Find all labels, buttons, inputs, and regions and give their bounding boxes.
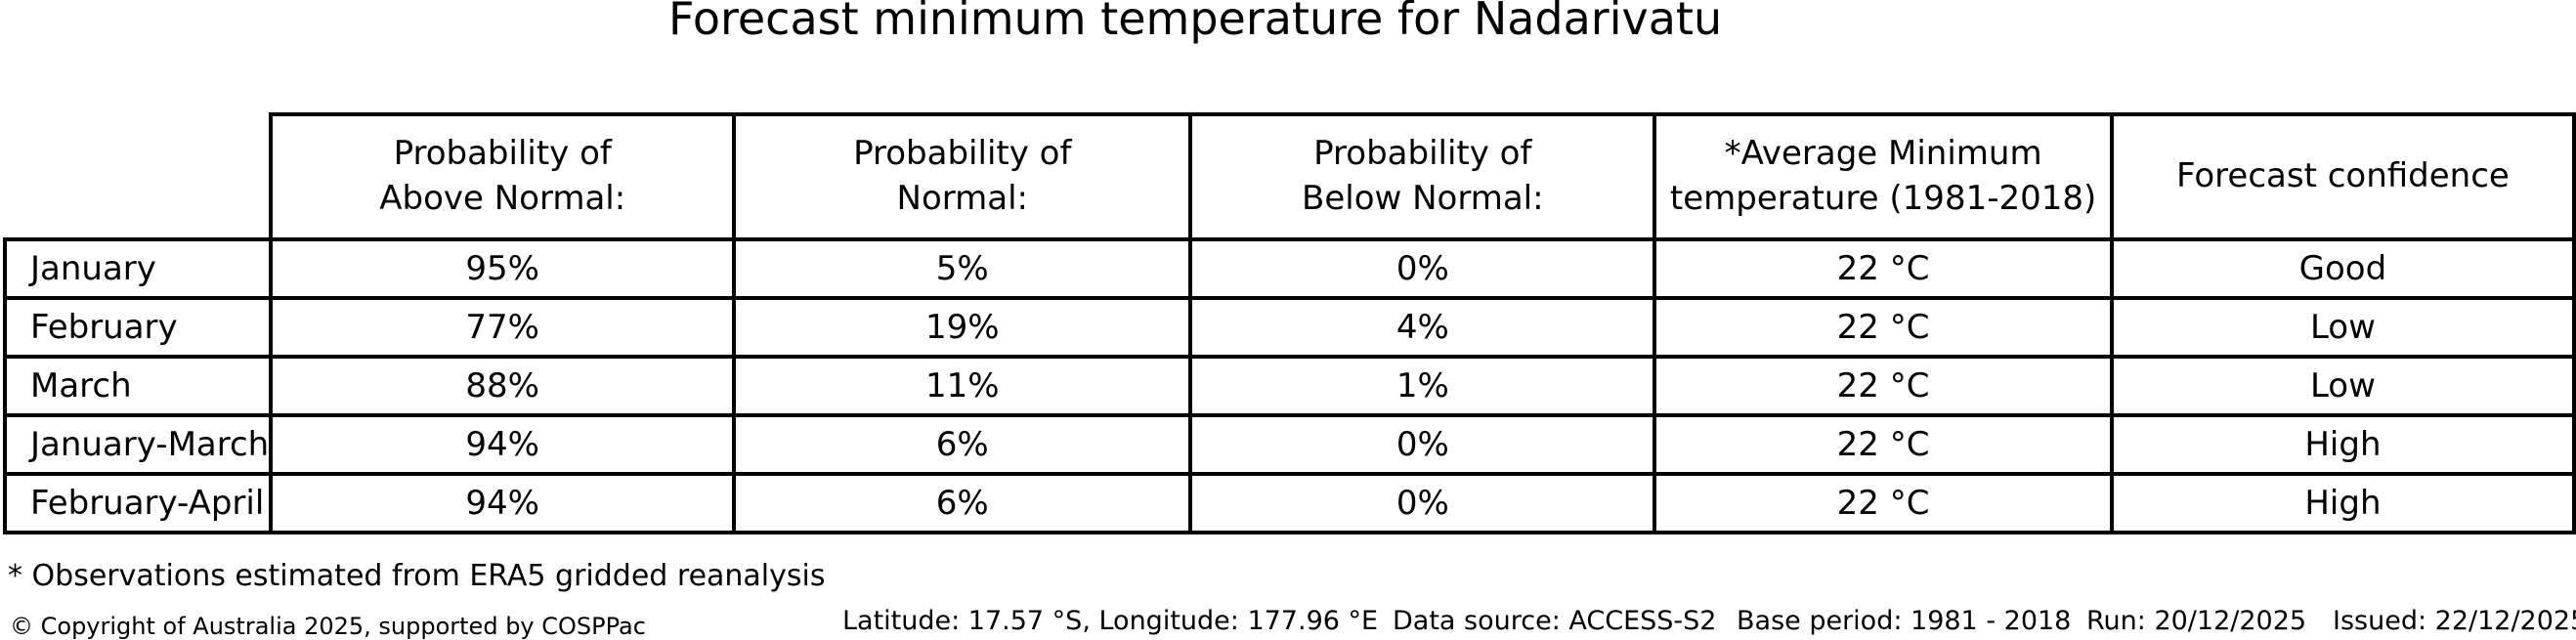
cell-confidence: High (2109, 413, 2576, 476)
table-row-january-march: January-March 94% 6% 0% 22 °C High (2, 413, 2576, 476)
cell-confidence: Low (2109, 355, 2576, 417)
cell-average-temperature: 22 °C (1653, 296, 2114, 359)
cell-confidence: Good (2109, 237, 2576, 300)
table-row-february-april: February-April 94% 6% 0% 22 °C High (2, 472, 2576, 534)
cell-above-normal: 77% (269, 296, 737, 359)
cell-average-temperature: 22 °C (1653, 237, 2114, 300)
row-label: January (2, 237, 274, 300)
header-blank-cell (5, 114, 271, 239)
forecast-table: Probability of Above Normal: Probability… (2, 112, 2576, 534)
cell-below-normal: 4% (1188, 296, 1657, 359)
cell-confidence: High (2109, 472, 2576, 534)
header-above-normal: Probability of Above Normal: (269, 112, 737, 241)
header-row: Probability of Above Normal: Probability… (5, 112, 2576, 241)
cell-below-normal: 0% (1188, 472, 1657, 534)
run-date-text: Run: 20/12/2025 (2086, 606, 2307, 636)
location-text: Latitude: 17.57 °S, Longitude: 177.96 °E (842, 606, 1379, 636)
cell-normal: 6% (732, 472, 1193, 534)
footnote: * Observations estimated from ERA5 gridd… (8, 559, 826, 593)
cell-below-normal: 0% (1188, 413, 1657, 476)
cell-above-normal: 95% (269, 237, 737, 300)
cell-above-normal: 94% (269, 472, 737, 534)
table-row-january: January 95% 5% 0% 22 °C Good (2, 237, 2576, 300)
cell-normal: 11% (732, 355, 1193, 417)
cell-below-normal: 0% (1188, 237, 1657, 300)
cell-normal: 5% (732, 237, 1193, 300)
header-below-normal: Probability of Below Normal: (1188, 112, 1657, 241)
issued-date-text: Issued: 22/12/2025 (2333, 606, 2576, 636)
cell-average-temperature: 22 °C (1653, 413, 2114, 476)
header-normal: Probability of Normal: (732, 112, 1193, 241)
cell-normal: 19% (732, 296, 1193, 359)
cell-average-temperature: 22 °C (1653, 355, 2114, 417)
cell-normal: 6% (732, 413, 1193, 476)
cell-confidence: Low (2109, 296, 2576, 359)
cell-average-temperature: 22 °C (1653, 472, 2114, 534)
cell-above-normal: 88% (269, 355, 737, 417)
header-forecast-confidence: Forecast confidence (2109, 112, 2576, 241)
table-row-march: March 88% 11% 1% 22 °C Low (2, 355, 2576, 417)
cell-below-normal: 1% (1188, 355, 1657, 417)
row-label: March (2, 355, 274, 417)
row-label: January-March (2, 413, 274, 476)
page-title: Forecast minimum temperature for Nadariv… (668, 0, 1723, 45)
data-source-text: Data source: ACCESS-S2 (1393, 606, 1717, 636)
base-period-text: Base period: 1981 - 2018 (1737, 606, 2072, 636)
row-label: February-April (2, 472, 274, 534)
copyright-text: © Copyright of Australia 2025, supported… (10, 613, 646, 640)
table-row-february: February 77% 19% 4% 22 °C Low (2, 296, 2576, 359)
cell-above-normal: 94% (269, 413, 737, 476)
header-average-minimum-temperature: *Average Minimum temperature (1981-2018) (1653, 112, 2114, 241)
row-label: February (2, 296, 274, 359)
